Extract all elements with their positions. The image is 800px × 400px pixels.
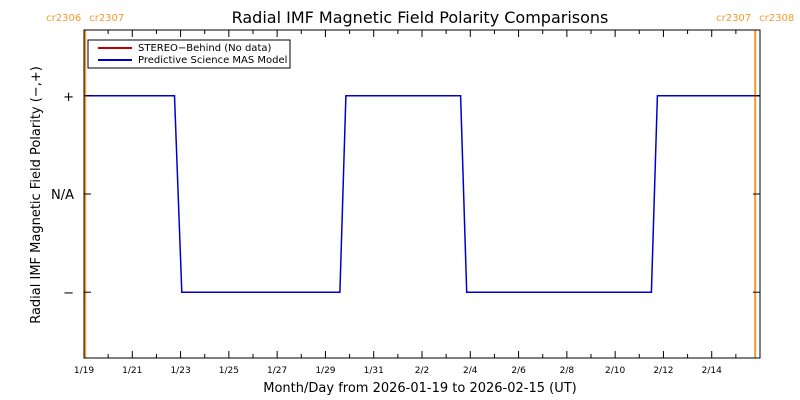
series-line bbox=[84, 95, 760, 293]
x-tick-label: 2/8 bbox=[560, 366, 575, 376]
x-tick-label: 1/31 bbox=[364, 366, 384, 376]
legend-label-stereo-behind: STEREO−Behind (No data) bbox=[138, 43, 271, 54]
axis-tick-layer: 1/19 1/21 1/23 1/25 1/27 1/29 1/31 2/2 2/4 2/6 2/8… bbox=[51, 30, 760, 376]
carrington-marker-left-label: cr2306 bbox=[46, 13, 81, 24]
x-tick-label: 2/14 bbox=[702, 366, 722, 376]
x-tick-label: 1/21 bbox=[122, 366, 142, 376]
legend-box bbox=[87, 39, 291, 69]
x-tick-label: 1/19 bbox=[74, 366, 94, 376]
x-axis-label: Month/Day from 2026-01-19 to 2026-02-15 … bbox=[263, 381, 576, 396]
x-tick-label: 1/29 bbox=[315, 366, 335, 376]
x-tick-label: 2/4 bbox=[463, 366, 478, 376]
y-axis-label: Radial IMF Magnetic Field Polarity (−,+) bbox=[29, 66, 44, 324]
series-layer bbox=[84, 95, 760, 293]
legend-label-mas-model: Predictive Science MAS Model bbox=[138, 55, 287, 66]
x-tick-label: 1/27 bbox=[267, 366, 287, 376]
chart-legend: STEREO−Behind (No data) Predictive Scien… bbox=[87, 39, 291, 69]
carrington-marker-right-label: cr2308 bbox=[759, 13, 794, 24]
chart-title: Radial IMF Magnetic Field Polarity Compa… bbox=[232, 8, 609, 27]
x-tick-label: 2/10 bbox=[605, 366, 625, 376]
x-tick-label: 1/25 bbox=[219, 366, 239, 376]
x-tick-label: 2/2 bbox=[415, 366, 429, 376]
plot-frame bbox=[83, 29, 761, 359]
y-tick-label: + bbox=[63, 90, 74, 105]
carrington-marker-left-label: cr2307 bbox=[716, 13, 751, 24]
y-tick-label: − bbox=[63, 286, 74, 301]
x-tick-label: 2/12 bbox=[653, 366, 673, 376]
y-tick-label: N/A bbox=[51, 188, 74, 203]
x-tick-label: 1/23 bbox=[170, 366, 190, 376]
x-tick-label: 2/6 bbox=[511, 366, 526, 376]
carrington-marker-right-label: cr2307 bbox=[89, 13, 124, 24]
